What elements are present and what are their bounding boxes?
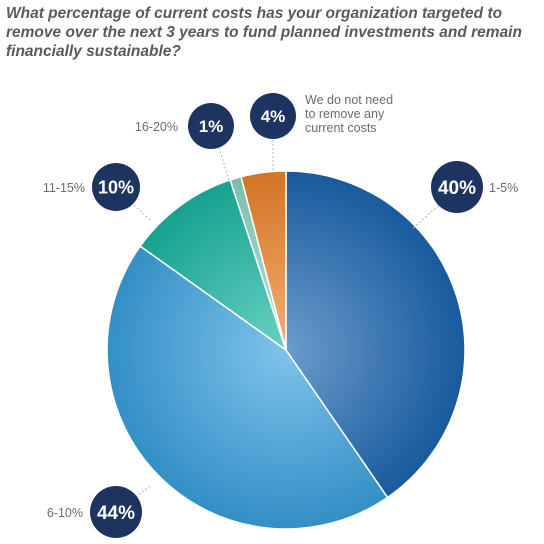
pie-slice-6-10 [106, 245, 389, 530]
value-label-6-10: 44% [97, 503, 135, 524]
category-label-6-10: 6-10% [47, 506, 83, 520]
value-badge-16-20 [188, 103, 234, 149]
value-badge-no-need [250, 93, 296, 139]
leader-line-1-5 [412, 203, 441, 229]
value-badge-11-15 [92, 163, 140, 211]
value-label-16-20: 1% [199, 117, 224, 136]
category-label-11-15: 11-15% [43, 181, 85, 195]
leader-line-16-20 [218, 147, 230, 181]
category-label-16-20: 16-20% [135, 120, 178, 134]
value-label-1-5: 40% [438, 178, 476, 199]
value-label-11-15: 10% [98, 177, 134, 197]
value-label-no-need: 4% [261, 107, 286, 126]
chart-title: What percentage of current costs has you… [6, 5, 522, 60]
leader-line-11-15 [133, 204, 151, 221]
pie-slice-11-15 [139, 178, 288, 352]
category-label-no-need: We do not need to remove any current costs [305, 93, 393, 135]
value-badge-1-5 [431, 161, 483, 213]
category-label-1-5: 1-5% [489, 181, 518, 195]
pie-slice-1-5 [285, 170, 466, 499]
value-badge-6-10 [90, 486, 142, 538]
pie-slice-no-need [240, 170, 287, 351]
